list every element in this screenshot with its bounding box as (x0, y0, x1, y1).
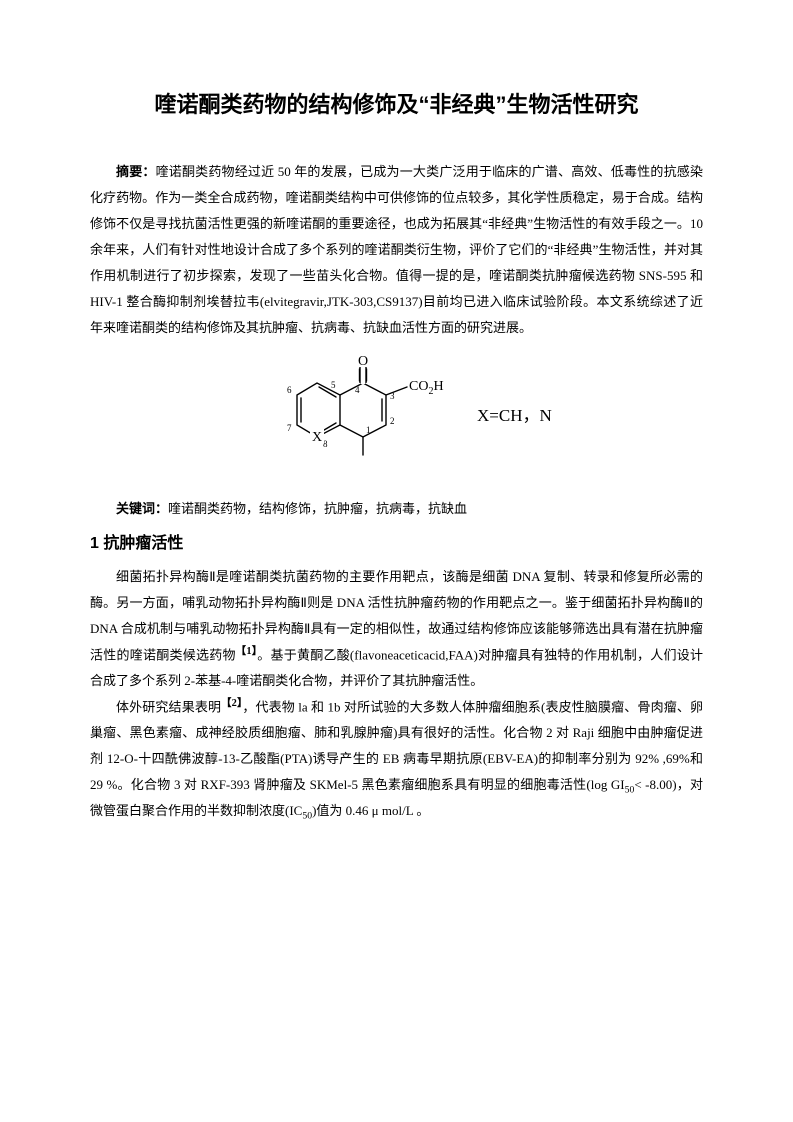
structure-side-text: X=CH，N (477, 406, 552, 425)
ic50-sub: 50 (302, 811, 312, 822)
body-paragraph-2: 体外研究结果表明【2】，代表物 la 和 1b 对所试验的大多数人体肿瘤细胞系(… (90, 694, 703, 824)
pos-label-7: 7 (287, 423, 292, 433)
keywords-paragraph: 关键词：喹诺酮类药物，结构修饰，抗肿瘤，抗病毒，抗缺血 (90, 496, 703, 522)
pos-label-5: 5 (331, 380, 336, 390)
atom-label-o: O (358, 355, 368, 369)
pos-label-6: 6 (287, 385, 292, 395)
abstract-body: 喹诺酮类药物经过近 50 年的发展，已成为一大类广泛用于临床的广谱、高效、低毒性… (90, 164, 703, 335)
citation-ref-2: 【2】 (221, 698, 242, 709)
abstract-label: 摘要： (116, 164, 156, 179)
citation-ref-1: 【1】 (236, 646, 258, 657)
x-atom-label: X (312, 430, 322, 445)
gi50-sub: 50 (625, 785, 635, 796)
co2h-h: H (433, 379, 443, 394)
page-title: 喹诺酮类药物的结构修饰及“非经典”生物活性研究 (90, 90, 703, 121)
svg-text:CO2H: CO2H (409, 379, 444, 397)
pos-label-2: 2 (390, 416, 395, 426)
pos-label-3: 3 (390, 391, 395, 401)
para2-tail: )值为 0.46 μ mol/L 。 (312, 803, 429, 818)
keywords-body: 喹诺酮类药物，结构修饰，抗肿瘤，抗病毒，抗缺血 (168, 501, 467, 516)
chemical-structure-figure: O CO2H 1 2 3 4 5 6 7 8 X X=CH，N (90, 355, 703, 486)
abstract-paragraph: 摘要：喹诺酮类药物经过近 50 年的发展，已成为一大类广泛用于临床的广谱、高效、… (90, 159, 703, 341)
body-paragraph-1: 细菌拓扑异构酶Ⅱ是喹诺酮类抗菌药物的主要作用靶点，该酶是细菌 DNA 复制、转录… (90, 564, 703, 694)
pos-label-4: 4 (355, 385, 360, 395)
pos-label-1: 1 (366, 425, 371, 435)
section-1-heading: 1 抗肿瘤活性 (90, 528, 703, 560)
keywords-label: 关键词： (116, 501, 168, 516)
para2-lead: 体外研究结果表明 (116, 699, 221, 714)
co2h-co: CO (409, 379, 428, 394)
